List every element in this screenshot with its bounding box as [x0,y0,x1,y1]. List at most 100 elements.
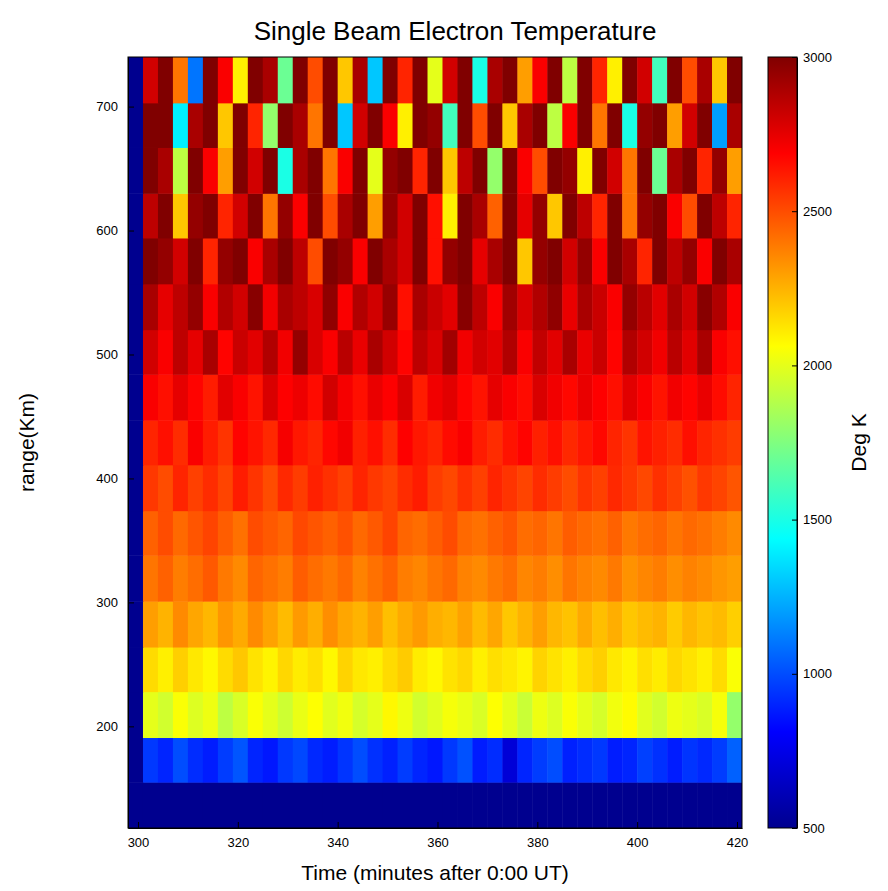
cell [547,103,562,148]
cell [353,555,368,601]
cell [667,511,682,556]
cell [323,692,338,738]
tick-mark [238,822,239,828]
cell [592,57,607,103]
cell [233,193,248,238]
cell [607,465,622,511]
cell [712,238,727,284]
cell [682,601,697,647]
cell [383,284,398,330]
cell [308,330,323,375]
cell [592,193,607,238]
cell [517,330,532,375]
cell [203,782,218,828]
cell [428,374,443,420]
tick-mark [128,231,134,232]
cell [428,647,443,692]
tick-label: 500 [803,821,825,836]
tick-label: 600 [96,223,118,238]
cell [532,374,547,420]
cell [278,782,293,828]
cell [472,238,487,284]
cell [592,284,607,330]
cell [517,238,532,284]
cell [457,465,472,511]
cell [442,465,457,511]
cell [562,103,577,148]
tick-label: 400 [627,835,649,850]
cell [502,193,517,238]
cell [637,284,652,330]
cell [368,420,383,465]
cell [308,692,323,738]
cell [457,601,472,647]
tick: 300 [128,822,150,850]
cell [652,647,667,692]
cell [188,374,203,420]
cell [143,193,158,238]
cell [472,511,487,556]
cell [128,238,143,284]
cell [577,57,592,103]
cell [487,193,502,238]
cell [158,601,173,647]
cell [338,238,353,284]
cell [218,601,233,647]
cell [607,330,622,375]
cell [502,103,517,148]
colorbar-title: Deg K [847,413,870,471]
tick-mark [128,107,134,108]
x-axis: 300320340360380400420 [128,822,749,850]
cell [218,555,233,601]
cell [428,601,443,647]
cell [383,782,398,828]
tick: 300 [96,595,134,610]
cell [173,601,188,647]
colorbar [768,57,797,828]
cell [338,782,353,828]
cell [188,193,203,238]
cell [263,420,278,465]
cell [712,57,727,103]
cell [607,284,622,330]
cell [697,57,712,103]
cell [248,193,263,238]
cell [203,238,218,284]
cell [652,238,667,284]
cell [547,511,562,556]
cell [502,601,517,647]
tick: 340 [327,822,349,850]
cell [143,738,158,783]
tick-label: 1000 [803,666,832,681]
cell [712,511,727,556]
cell [727,738,742,783]
cell [667,147,682,193]
cell [502,284,517,330]
cell [143,465,158,511]
cell [398,284,413,330]
cell [293,193,308,238]
cell [398,238,413,284]
cell [442,284,457,330]
cell [472,103,487,148]
cell [577,147,592,193]
cell [457,420,472,465]
cell [682,284,697,330]
cell [577,284,592,330]
cell [323,147,338,193]
cell [263,738,278,783]
cell [203,738,218,783]
cell [697,330,712,375]
cell [442,555,457,601]
chart: 300320340360380400420200300400500600700S… [0,0,888,891]
cell [338,738,353,783]
cell [637,555,652,601]
cell [487,465,502,511]
cell [248,374,263,420]
cell [517,555,532,601]
cell [697,647,712,692]
cell [203,103,218,148]
cell [622,147,637,193]
cell [158,511,173,556]
tick: 200 [96,719,134,734]
